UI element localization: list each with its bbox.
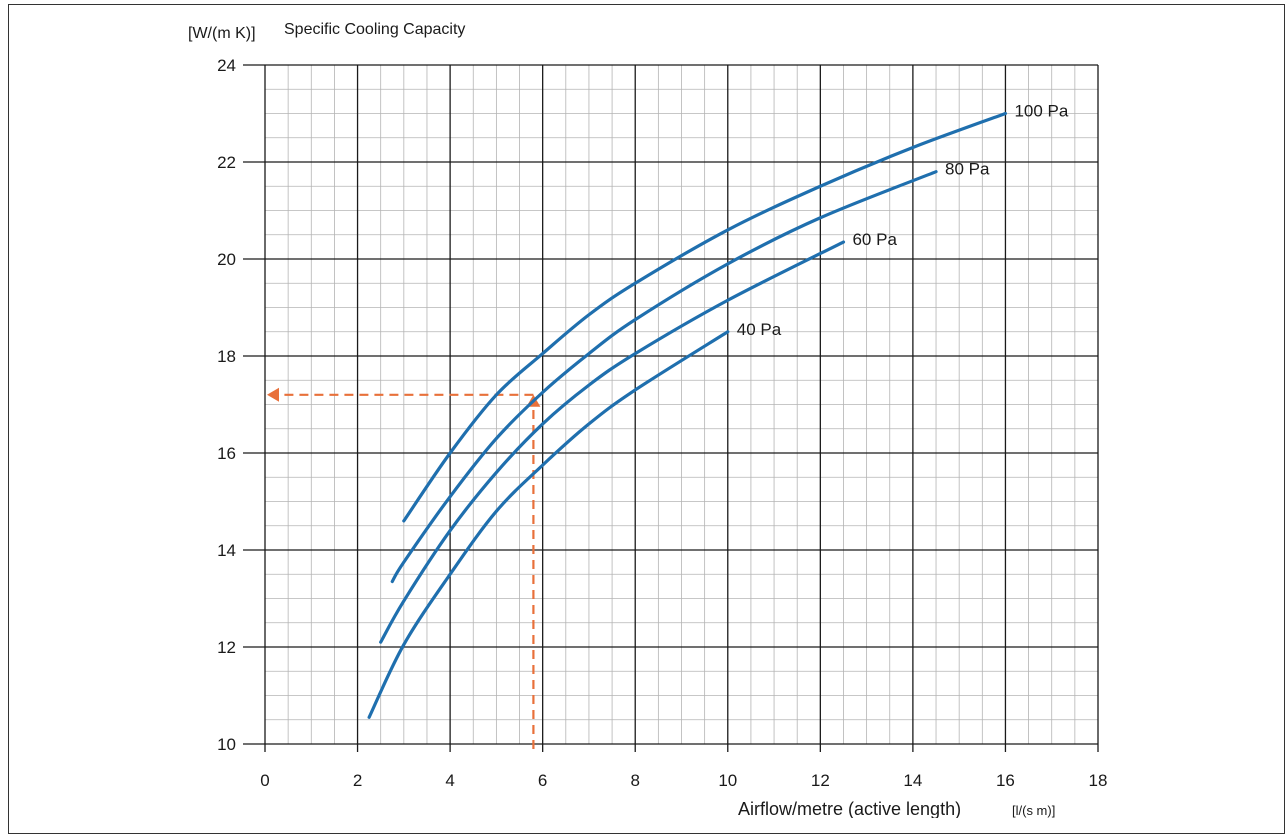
x-tick-label: 12 bbox=[811, 771, 830, 790]
series-label: 80 Pa bbox=[945, 160, 990, 179]
y-tick-label: 22 bbox=[217, 153, 236, 172]
x-axis-label: Airflow/metre (active length) bbox=[738, 799, 961, 818]
x-tick-label: 8 bbox=[630, 771, 639, 790]
y-tick-label: 16 bbox=[217, 444, 236, 463]
series-lines bbox=[367, 111, 1008, 719]
x-tick-label: 0 bbox=[260, 771, 269, 790]
x-tick-label: 10 bbox=[718, 771, 737, 790]
series-line bbox=[390, 170, 938, 584]
y-tick-label: 14 bbox=[217, 541, 236, 560]
y-tick-label: 18 bbox=[217, 347, 236, 366]
series-labels: 100 Pa 80 Pa 60 Pa 40 Pa bbox=[737, 102, 1069, 339]
y-axis-unit-label: [W/(m K)] bbox=[188, 25, 256, 42]
minor-grid bbox=[265, 65, 1098, 744]
x-tick-label: 14 bbox=[903, 771, 922, 790]
y-tick-label: 12 bbox=[217, 638, 236, 657]
x-tick-label: 2 bbox=[353, 771, 362, 790]
example-left-arrow bbox=[267, 387, 279, 402]
series-label: 60 Pa bbox=[852, 230, 897, 249]
y-tick-label: 24 bbox=[217, 56, 236, 75]
y-tick-label: 10 bbox=[217, 735, 236, 754]
series-line bbox=[367, 330, 730, 719]
x-tick-label: 16 bbox=[996, 771, 1015, 790]
series-label: 100 Pa bbox=[1014, 102, 1068, 121]
series-line bbox=[402, 111, 1008, 523]
x-tick-label: 6 bbox=[538, 771, 547, 790]
y-tick-label: 20 bbox=[217, 250, 236, 269]
major-grid bbox=[243, 64, 1099, 752]
chart-title: Specific Cooling Capacity bbox=[284, 21, 465, 38]
x-tick-label: 18 bbox=[1089, 771, 1108, 790]
x-axis-unit-label: [l/(s m)] bbox=[1012, 803, 1055, 818]
series-line bbox=[379, 240, 846, 644]
series-label: 40 Pa bbox=[737, 320, 782, 339]
x-tick-label: 4 bbox=[445, 771, 454, 790]
